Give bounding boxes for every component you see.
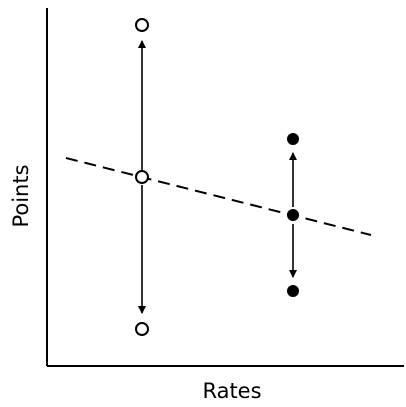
filled-circle-bottom — [287, 285, 299, 297]
open-circle-bottom — [135, 322, 149, 336]
dashed-trend-line — [65, 157, 372, 236]
filled-circle-top — [287, 133, 299, 145]
x-axis-label: Rates — [202, 379, 261, 403]
open-circle-top — [135, 18, 149, 32]
filled-circle-middle — [287, 209, 299, 221]
open-circle-middle — [135, 170, 149, 184]
y-axis-label: Points — [9, 164, 33, 227]
